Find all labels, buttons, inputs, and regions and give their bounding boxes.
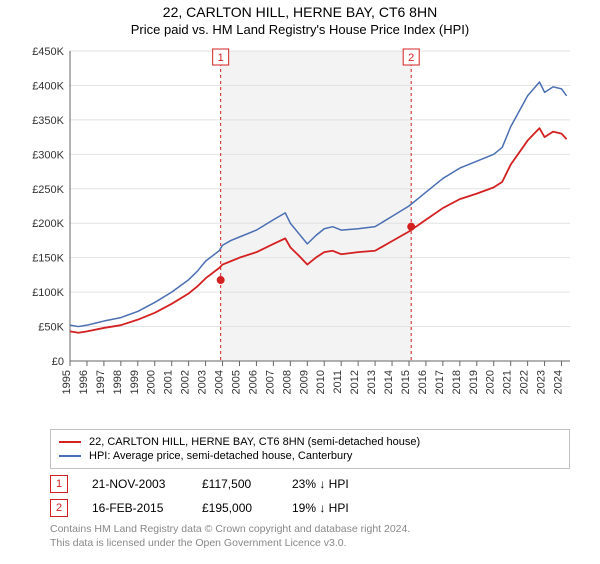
- svg-text:£200K: £200K: [32, 218, 64, 230]
- svg-text:2018: 2018: [451, 370, 463, 394]
- transaction-marker: 2: [50, 499, 68, 517]
- svg-text:2002: 2002: [180, 370, 192, 394]
- svg-text:2016: 2016: [417, 370, 429, 394]
- svg-text:2001: 2001: [163, 370, 175, 394]
- svg-text:2000: 2000: [146, 370, 158, 394]
- svg-text:1997: 1997: [95, 370, 107, 394]
- line-chart-svg: £0 £50K £100K £150K £200K £250K £300K £350K £400…: [20, 43, 580, 423]
- svg-text:2012: 2012: [349, 370, 361, 394]
- transaction-delta: 23% ↓ HPI: [292, 477, 372, 491]
- transaction-price: £117,500: [202, 477, 292, 491]
- svg-text:£100K: £100K: [32, 287, 64, 299]
- svg-text:1: 1: [218, 52, 224, 64]
- svg-text:1995: 1995: [61, 370, 73, 394]
- footer-line1: Contains HM Land Registry data © Crown c…: [50, 523, 600, 537]
- svg-text:£150K: £150K: [32, 253, 64, 265]
- svg-text:£50K: £50K: [38, 322, 64, 334]
- svg-text:£0: £0: [52, 356, 64, 368]
- transaction-date: 16-FEB-2015: [92, 501, 202, 515]
- svg-text:2004: 2004: [214, 370, 226, 394]
- transaction-price: £195,000: [202, 501, 292, 515]
- transaction-row: 2 16-FEB-2015 £195,000 19% ↓ HPI: [50, 499, 600, 517]
- footer-attribution: Contains HM Land Registry data © Crown c…: [50, 523, 600, 550]
- svg-text:2013: 2013: [366, 370, 378, 394]
- legend-item: HPI: Average price, semi-detached house,…: [59, 450, 561, 462]
- transaction-delta: 19% ↓ HPI: [292, 501, 372, 515]
- chart-title-line2: Price paid vs. HM Land Registry's House …: [0, 22, 600, 37]
- svg-text:£400K: £400K: [32, 80, 64, 92]
- svg-text:£450K: £450K: [32, 46, 64, 58]
- svg-text:1996: 1996: [78, 370, 90, 394]
- legend-item: 22, CARLTON HILL, HERNE BAY, CT6 8HN (se…: [59, 436, 561, 448]
- svg-text:2003: 2003: [197, 370, 209, 394]
- svg-text:2005: 2005: [230, 370, 242, 394]
- svg-text:2017: 2017: [434, 370, 446, 394]
- svg-text:2020: 2020: [485, 370, 497, 394]
- chart-plot-area: £0 £50K £100K £150K £200K £250K £300K £350K £400…: [20, 43, 580, 423]
- svg-text:2023: 2023: [536, 370, 548, 394]
- chart-container: 22, CARLTON HILL, HERNE BAY, CT6 8HN Pri…: [0, 4, 600, 564]
- svg-text:2009: 2009: [298, 370, 310, 394]
- transaction-marker: 1: [50, 475, 68, 493]
- transaction-row: 1 21-NOV-2003 £117,500 23% ↓ HPI: [50, 475, 600, 493]
- svg-text:2006: 2006: [247, 370, 259, 394]
- svg-text:2007: 2007: [264, 370, 276, 394]
- svg-text:2022: 2022: [519, 370, 531, 394]
- footer-line2: This data is licensed under the Open Gov…: [50, 537, 600, 551]
- svg-text:2: 2: [408, 52, 414, 64]
- svg-text:£300K: £300K: [32, 149, 64, 161]
- svg-text:2015: 2015: [400, 370, 412, 394]
- svg-text:2024: 2024: [553, 370, 565, 394]
- chart-title-line1: 22, CARLTON HILL, HERNE BAY, CT6 8HN: [0, 4, 600, 20]
- svg-text:2014: 2014: [383, 370, 395, 394]
- svg-text:2021: 2021: [502, 370, 514, 394]
- svg-text:2010: 2010: [315, 370, 327, 394]
- legend-swatch: [59, 441, 81, 443]
- svg-text:£250K: £250K: [32, 184, 64, 196]
- svg-text:1998: 1998: [112, 370, 124, 394]
- legend-swatch: [59, 455, 81, 457]
- legend-label: 22, CARLTON HILL, HERNE BAY, CT6 8HN (se…: [89, 436, 420, 448]
- svg-text:2011: 2011: [332, 370, 344, 394]
- svg-text:2008: 2008: [281, 370, 293, 394]
- svg-text:2019: 2019: [468, 370, 480, 394]
- legend-label: HPI: Average price, semi-detached house,…: [89, 450, 352, 462]
- legend: 22, CARLTON HILL, HERNE BAY, CT6 8HN (se…: [50, 429, 570, 469]
- svg-text:£350K: £350K: [32, 115, 64, 127]
- transaction-date: 21-NOV-2003: [92, 477, 202, 491]
- svg-text:1999: 1999: [129, 370, 141, 394]
